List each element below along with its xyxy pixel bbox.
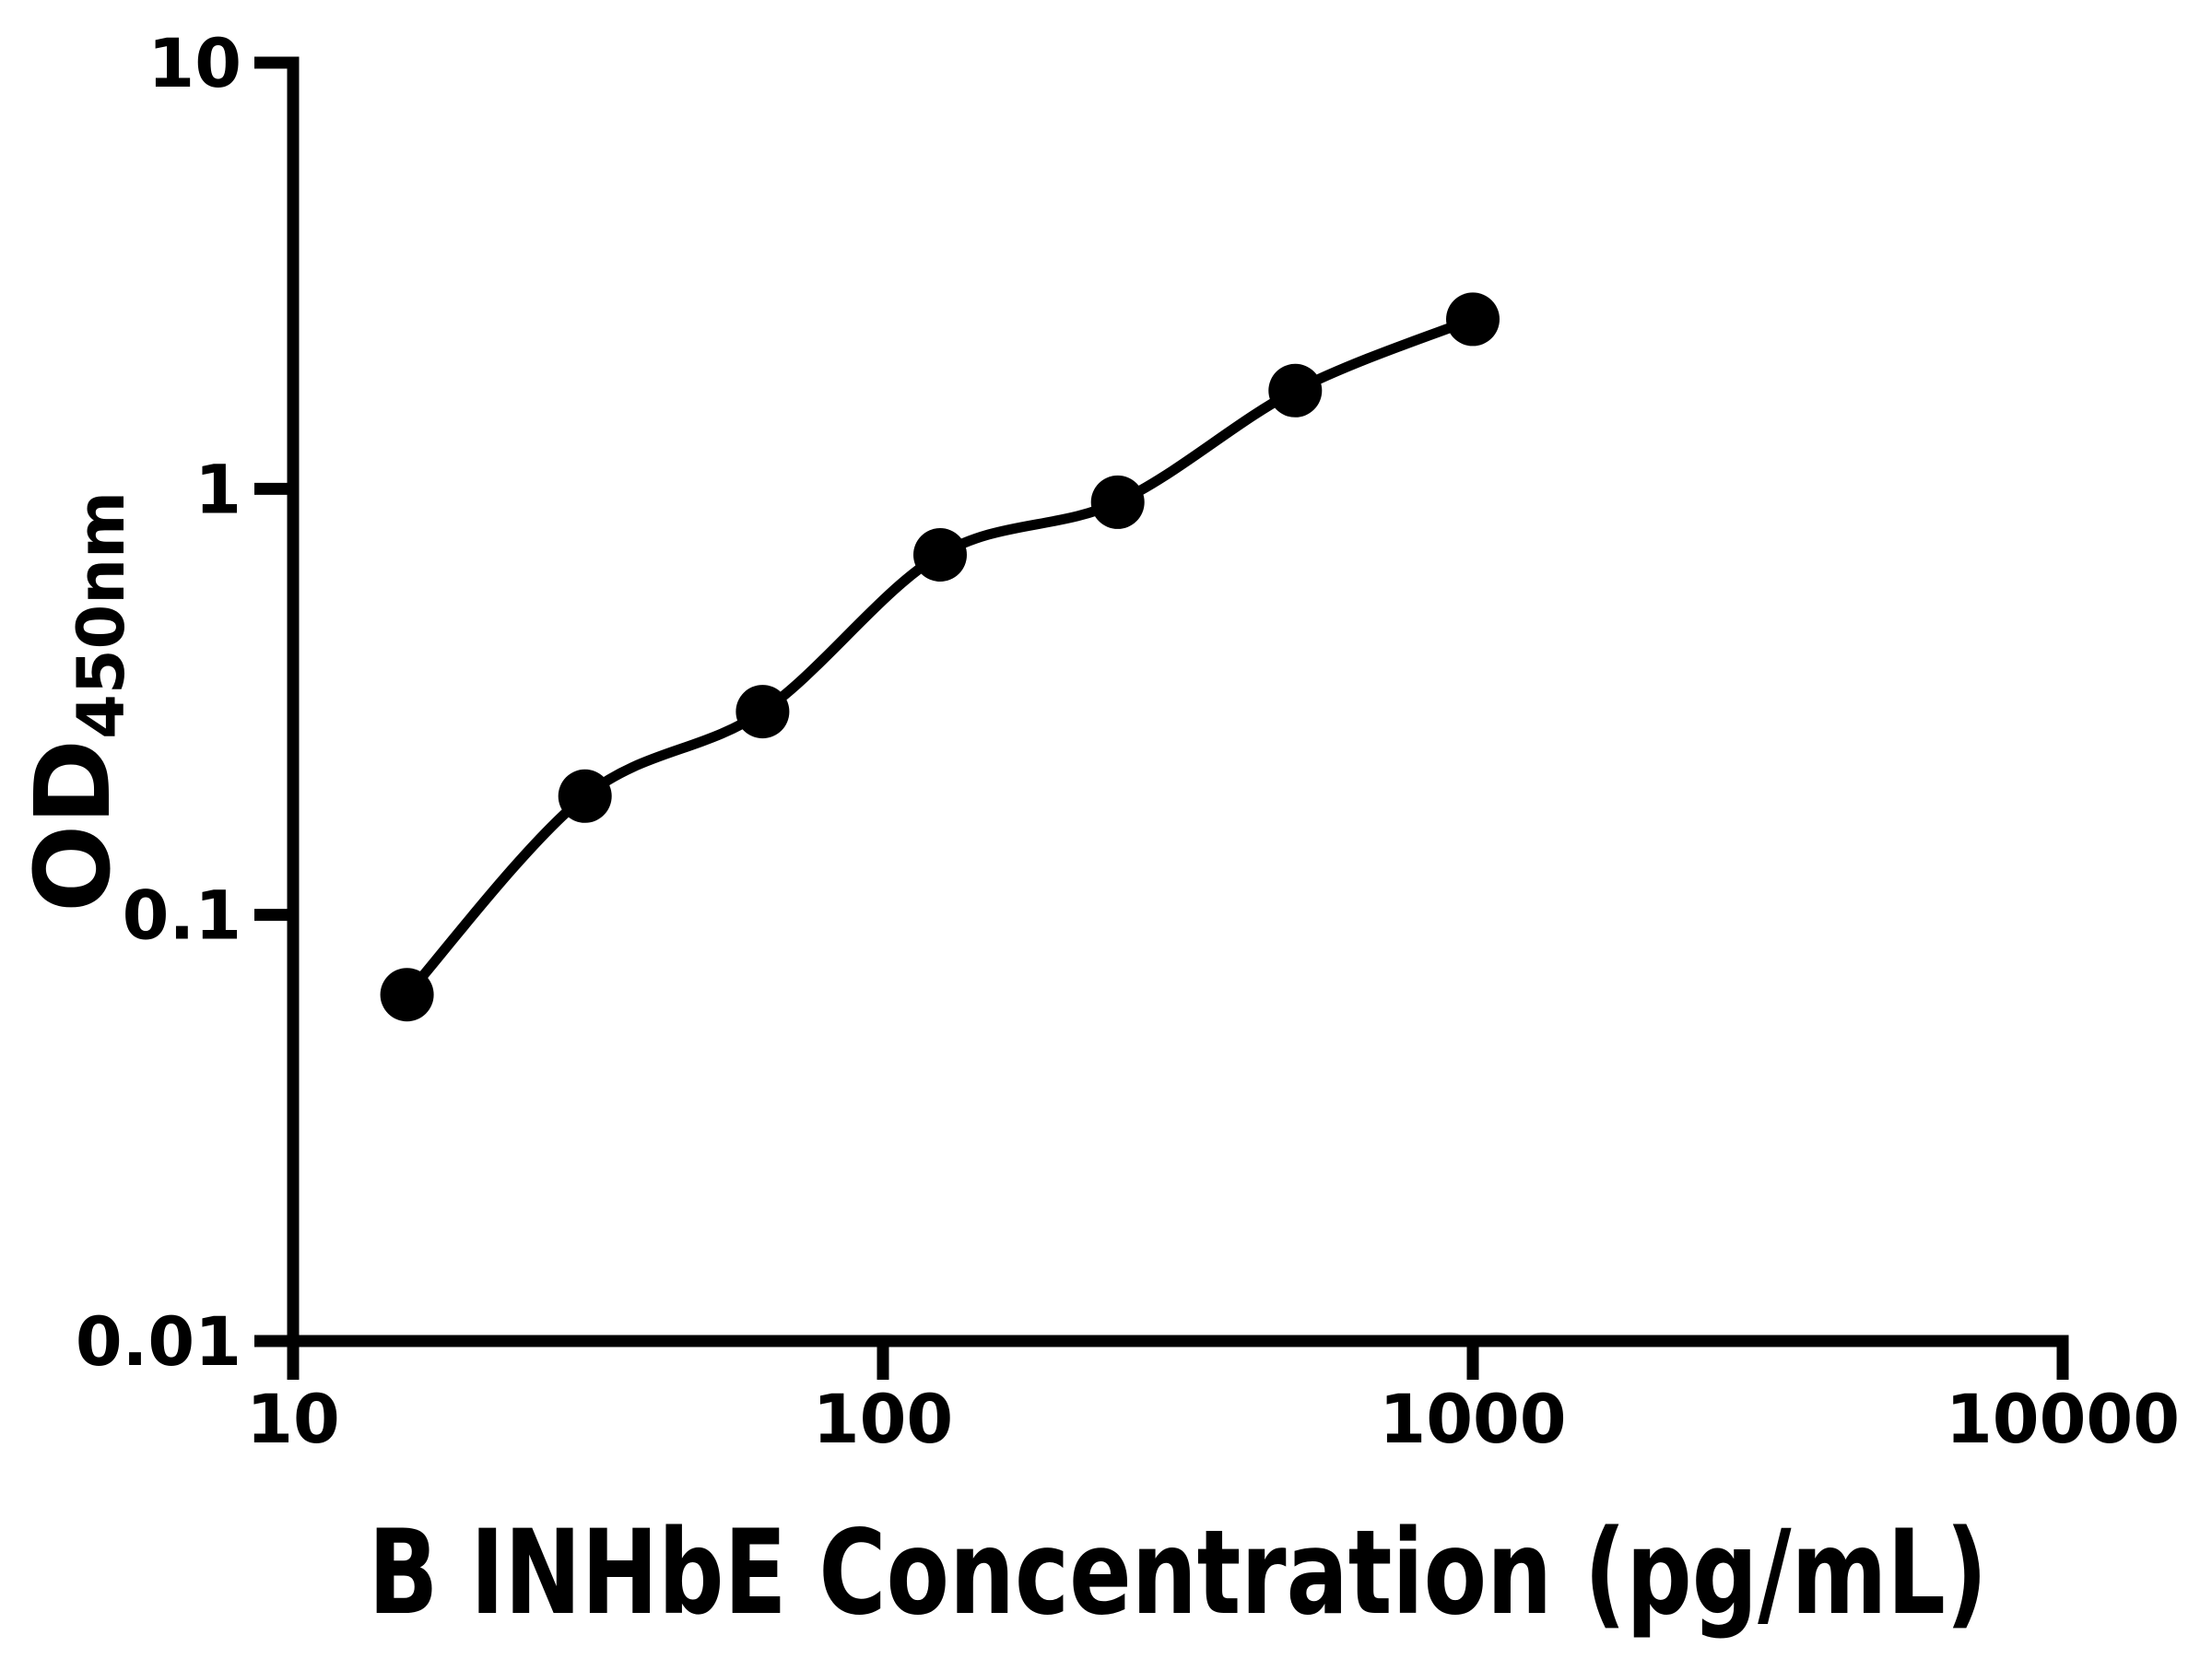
data-point bbox=[380, 968, 434, 1022]
x-tick-label: 1000 bbox=[1379, 1381, 1566, 1459]
y-tick-label: 0.1 bbox=[123, 877, 241, 956]
y-tick-label: 0.01 bbox=[76, 1303, 241, 1382]
x-tick-label: 10 bbox=[246, 1381, 340, 1459]
data-point bbox=[1090, 475, 1145, 529]
data-point bbox=[1446, 292, 1500, 347]
data-point bbox=[913, 528, 967, 582]
data-point bbox=[1268, 363, 1323, 418]
x-tick-label: 10000 bbox=[1946, 1381, 2180, 1459]
y-tick-label: 10 bbox=[147, 25, 241, 103]
y-axis-title-subscript: 450nm bbox=[64, 491, 139, 739]
y-axis-title-main: OD bbox=[14, 739, 134, 912]
data-point bbox=[558, 769, 612, 823]
data-point bbox=[735, 685, 790, 739]
x-axis-title: B INHbE Concentration (pg/mL) bbox=[369, 1504, 1988, 1641]
fit-curve bbox=[402, 313, 1478, 1000]
y-axis-title: OD450nm bbox=[14, 491, 139, 912]
y-tick-label: 1 bbox=[194, 451, 241, 529]
x-tick-label: 100 bbox=[813, 1381, 953, 1459]
